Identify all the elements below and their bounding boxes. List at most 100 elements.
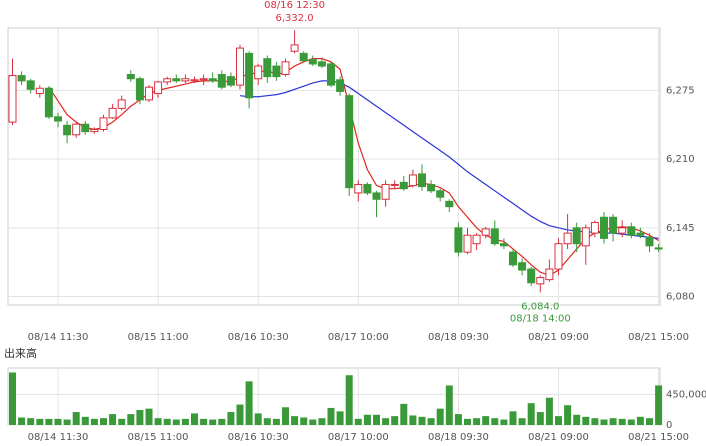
y-tick-label: 6,210: [666, 154, 695, 165]
candle-body: [390, 183, 399, 186]
candle-body: [472, 234, 481, 245]
annotation-date: 08/16 12:30: [264, 0, 325, 11]
volume-bar: [573, 414, 581, 425]
y-tick-label: 6,275: [666, 85, 695, 96]
candle-body: [126, 74, 135, 80]
volume-bar: [591, 418, 599, 425]
volume-bar: [373, 414, 380, 425]
volume-bar: [272, 418, 280, 425]
volume-bar: [445, 385, 453, 425]
x-tick-label: 08/15 11:00: [128, 332, 189, 343]
x-tick-label: 08/14 11:30: [28, 432, 89, 443]
volume-bar: [263, 418, 271, 425]
volume-bar: [181, 418, 189, 425]
candle-body: [317, 61, 326, 67]
volume-bar: [391, 416, 399, 425]
volume-bar: [191, 413, 198, 425]
candle-body: [463, 234, 472, 253]
volume-bar: [509, 411, 517, 425]
volume-bar: [555, 416, 562, 425]
volume-bar: [354, 418, 362, 425]
candle-body: [645, 236, 654, 247]
candle-body: [354, 183, 363, 194]
volume-bar: [27, 418, 35, 425]
candle-body: [263, 58, 272, 78]
candle-body: [481, 228, 490, 236]
candle-body: [8, 75, 17, 123]
candle-body: [44, 87, 53, 118]
candle-body: [590, 222, 599, 234]
volume-bar: [518, 418, 526, 425]
x-tick-label: 08/21 15:00: [628, 432, 689, 443]
volume-bar: [582, 416, 590, 425]
candle-body: [327, 63, 335, 86]
candle-body: [381, 183, 390, 200]
volume-bar: [145, 408, 153, 425]
volume-bar: [336, 411, 344, 425]
x-tick-label: 08/15 11:00: [128, 432, 189, 443]
candle-body: [135, 78, 144, 101]
volume-bar: [636, 416, 644, 425]
x-tick-label: 08/21 15:00: [628, 332, 689, 343]
plot-frame: [7, 27, 661, 306]
volume-bar: [9, 372, 16, 425]
volume-bar: [618, 418, 626, 425]
volume-title: 出来高: [4, 346, 37, 360]
candle-body: [509, 251, 517, 266]
candle-body: [618, 227, 627, 234]
candle-body: [99, 117, 108, 130]
candle-body: [490, 228, 499, 245]
volume-bar: [36, 418, 44, 425]
candle-body: [518, 262, 527, 271]
candle-body: [90, 128, 99, 133]
volume-bar: [72, 412, 80, 425]
volume-bar: [545, 397, 553, 425]
candle-body: [26, 80, 35, 90]
volume-bar: [418, 416, 426, 425]
x-tick-label: 08/21 09:00: [528, 332, 589, 343]
candle-body: [572, 227, 581, 245]
candle-body: [217, 74, 226, 88]
volume-bar: [400, 403, 408, 425]
volume-bar: [482, 416, 490, 425]
volume-bar: [282, 407, 289, 425]
candle-body: [554, 243, 563, 270]
candle-body: [299, 52, 308, 62]
volume-bar: [655, 385, 663, 425]
candle-body: [63, 124, 72, 136]
candle-body: [445, 200, 454, 208]
x-tick-label: 08/21 09:00: [528, 432, 589, 443]
candle-body: [527, 268, 536, 284]
volume-bar: [300, 417, 308, 425]
x-tick-label: 08/17 10:00: [328, 432, 389, 443]
volume-bar: [18, 417, 26, 425]
candle-body: [600, 216, 608, 239]
volume-bar: [527, 403, 535, 425]
volume-bar: [154, 418, 162, 425]
candle-body: [581, 227, 590, 247]
candle-body: [290, 44, 299, 52]
candle-body: [17, 75, 26, 82]
volume-bar: [564, 405, 572, 425]
volume-bar: [500, 419, 508, 425]
volume-bar: [536, 412, 544, 425]
volume-bar: [54, 418, 62, 425]
volume-bar: [473, 418, 481, 425]
volume-bar: [163, 418, 171, 425]
volume-bar: [427, 418, 435, 425]
volume-bar: [63, 419, 71, 425]
candle-body: [117, 99, 126, 109]
candle-body: [281, 61, 290, 76]
volume-bar: [291, 416, 299, 425]
volume-bar: [464, 418, 471, 425]
y-tick-label: 6,145: [666, 223, 695, 234]
annotation-value: 6,084.0: [521, 301, 559, 312]
volume-bar: [491, 418, 499, 425]
y-tick-label: 0: [666, 420, 672, 431]
y-tick-label: 450,000: [666, 389, 706, 400]
volume-bar: [627, 419, 635, 425]
candle-body: [609, 216, 618, 234]
volume-bar: [646, 418, 653, 425]
moving-average: [239, 80, 659, 239]
